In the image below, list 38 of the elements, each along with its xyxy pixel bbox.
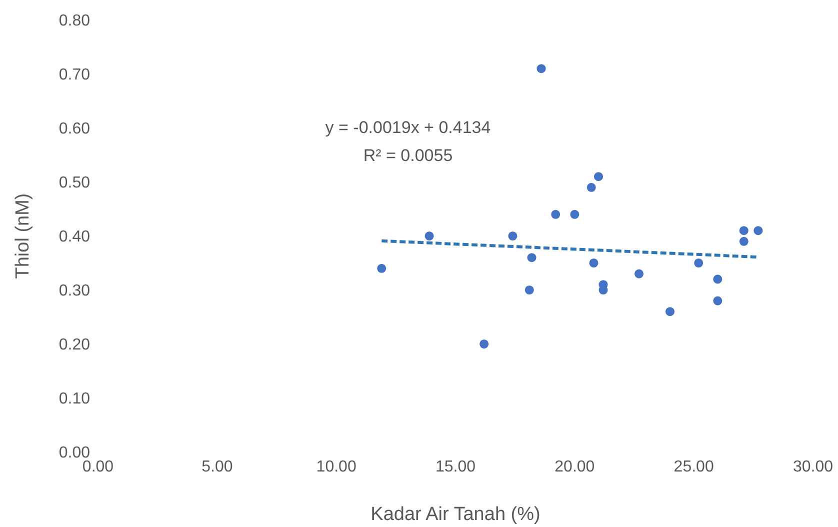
point — [377, 264, 386, 273]
annotation: R² = 0.0055 — [362, 146, 454, 166]
y-axis-title: Thiol (nM) — [12, 193, 34, 279]
x-tick-label: 25.00 — [674, 458, 714, 476]
point — [570, 210, 580, 219]
y-tick-label: 0.20 — [58, 336, 90, 354]
point — [589, 258, 598, 268]
y-tick-label: 0.10 — [58, 390, 90, 408]
point — [536, 64, 546, 74]
point — [713, 274, 722, 284]
y-tick-label: 0.80 — [58, 12, 90, 30]
x-tick-label: 10.00 — [316, 458, 356, 476]
y-tick-label: 0.40 — [58, 228, 90, 246]
x-tick-label: 20.00 — [554, 458, 595, 476]
y-tick-label: 0.50 — [58, 174, 90, 192]
x-tick-label: 15.00 — [435, 458, 476, 476]
point — [754, 226, 763, 236]
point — [551, 210, 560, 219]
annotation: y = -0.0019x + 0.4134 — [324, 118, 492, 138]
point — [739, 226, 748, 236]
y-tick-label: 0.30 — [58, 282, 90, 300]
x-tick-label: 30.00 — [792, 458, 834, 476]
point — [594, 172, 604, 182]
point — [694, 258, 704, 268]
y-tick-label: 0.60 — [58, 120, 90, 138]
point — [480, 339, 489, 349]
point — [634, 269, 644, 278]
point — [739, 236, 748, 246]
point — [586, 182, 596, 192]
point — [527, 253, 536, 262]
point — [713, 296, 722, 306]
x-axis-title: Kadar Air Tanah (%) — [370, 504, 540, 525]
point — [508, 231, 518, 241]
point — [424, 231, 434, 241]
point — [665, 307, 675, 316]
x-tick-label: 5.00 — [202, 458, 233, 476]
y-tick-label: 0.70 — [58, 66, 90, 84]
point — [524, 285, 534, 295]
